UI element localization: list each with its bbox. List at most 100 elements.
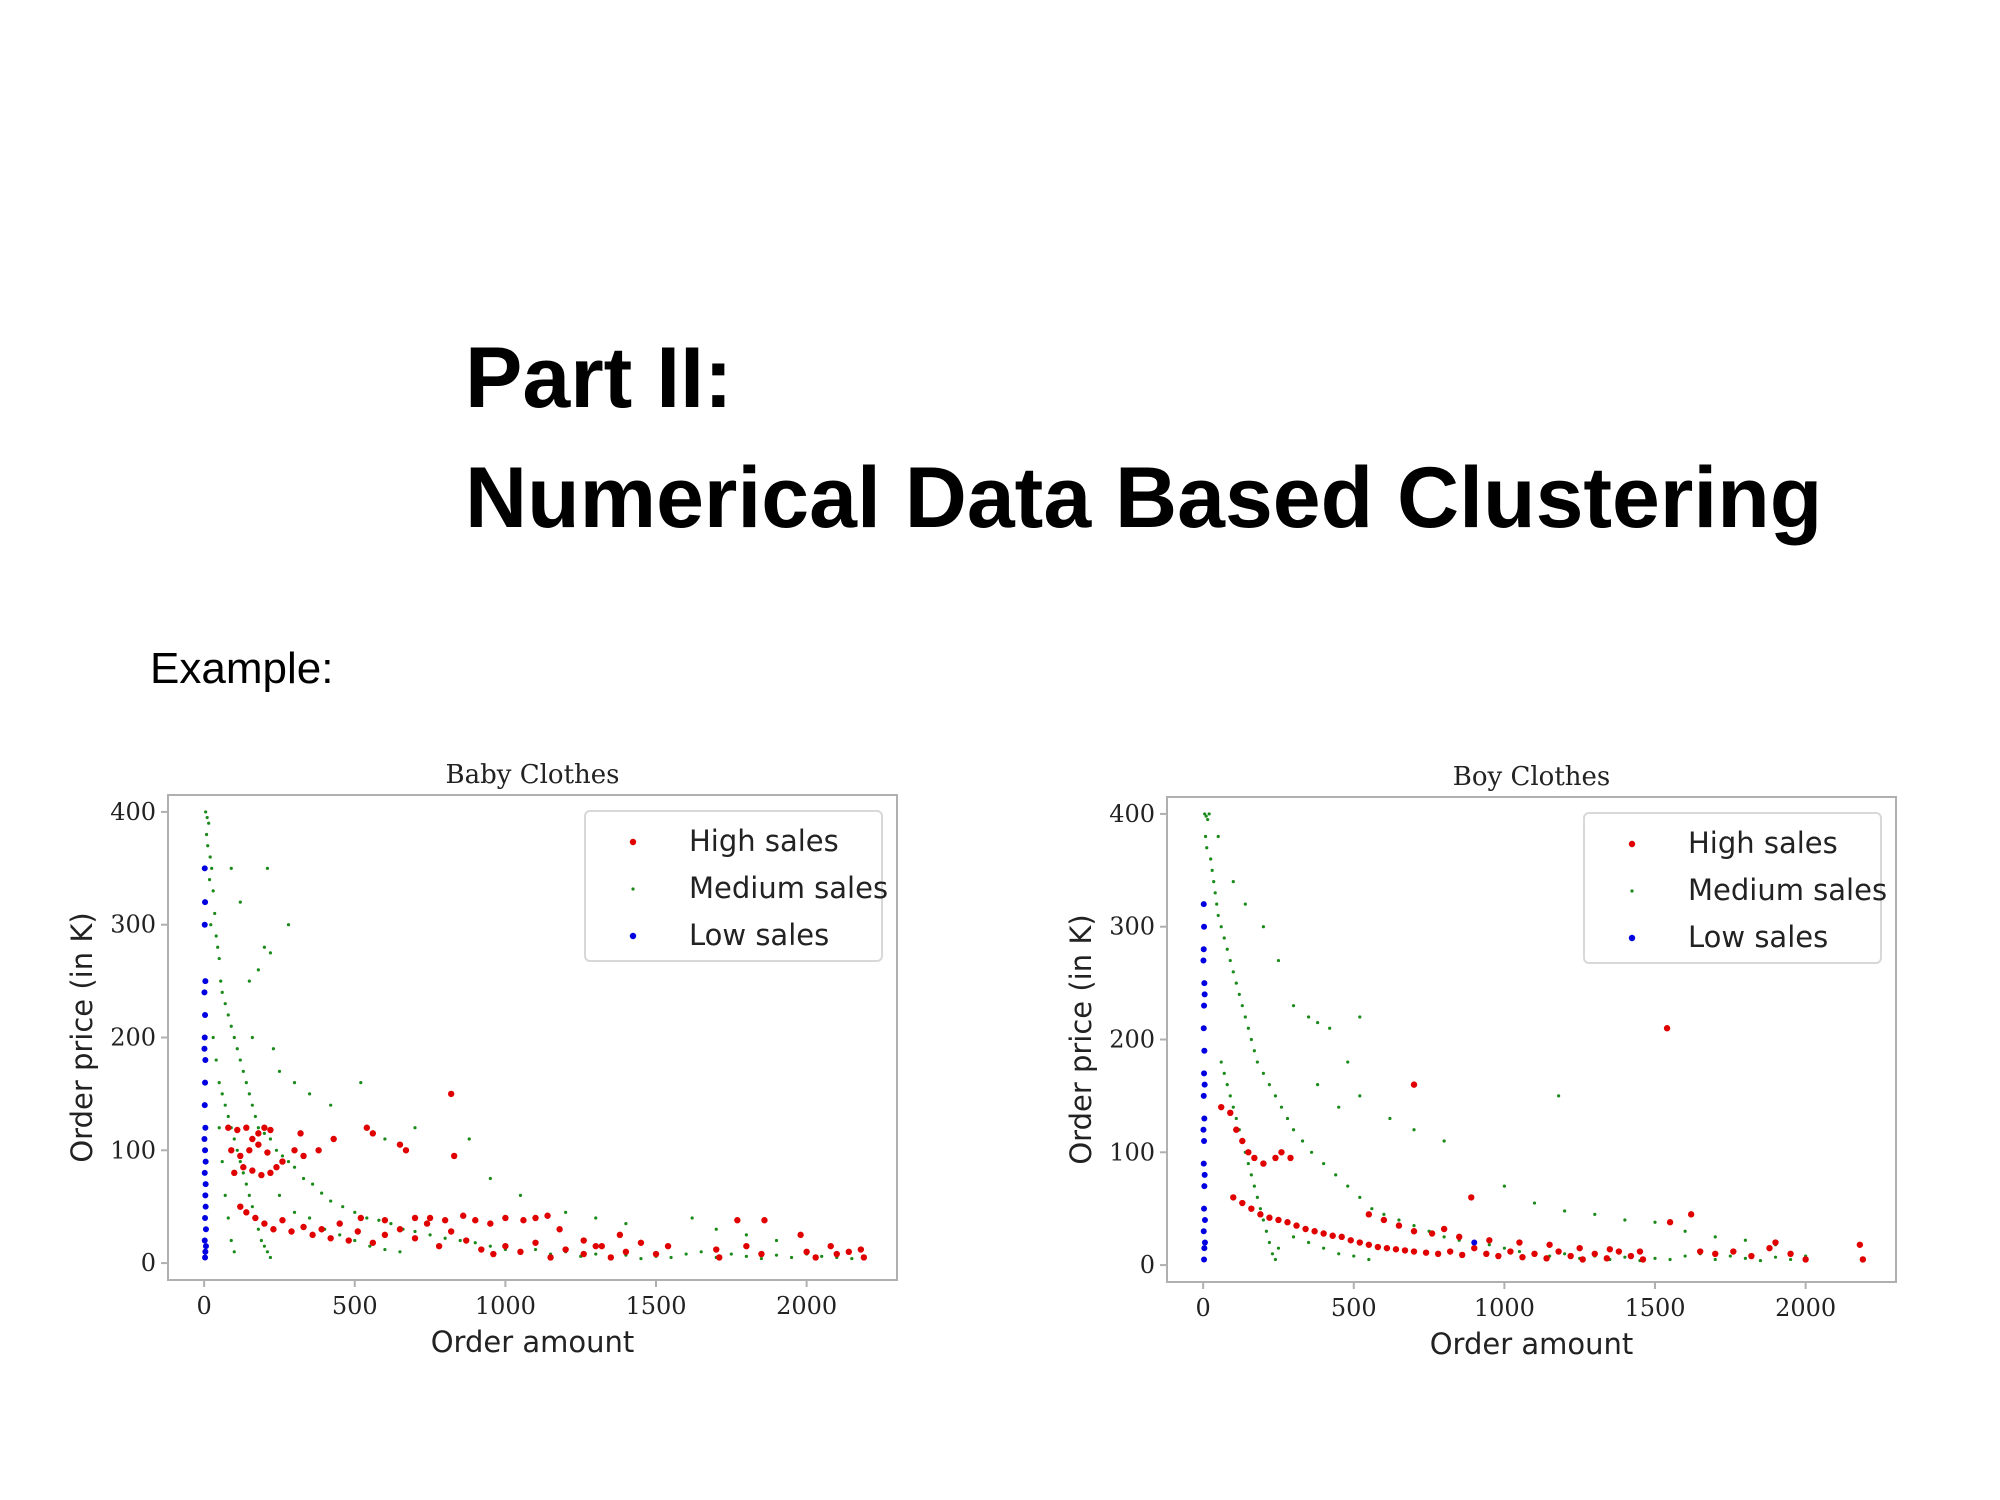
chart-1-point [789,1255,794,1260]
chart-1-ytick-label: 200 [110,1024,156,1052]
chart-1-point [488,1244,492,1248]
chart-1-point [250,1035,254,1040]
chart-1-point [202,1124,209,1131]
chart-1-point [201,1045,208,1052]
chart-1-point [235,1047,239,1051]
chart-2-point [1347,1237,1354,1244]
chart-2-point [1252,1049,1256,1053]
chart-1-point [443,1236,447,1240]
chart-2-point [1410,1081,1418,1088]
chart-1-point [267,1169,274,1177]
chart-1-point [478,1246,485,1253]
chart-2-point [1591,1250,1598,1258]
chart-1-point [262,945,266,949]
chart-1-point [202,1057,209,1064]
chart-1-point [256,1227,260,1231]
chart-1-point [268,951,273,955]
slide-title-line-1: Part II: [465,330,733,426]
chart-2-point [1483,1250,1490,1258]
chart-1-point [249,1135,256,1143]
chart-1-point [217,1126,221,1130]
chart-1-point [207,877,212,882]
chart-2-point [1234,1116,1238,1121]
chart-1-series-low-sales [201,865,209,1261]
chart-2-point [1663,1025,1671,1032]
chart-2-legend-label: Low sales [1688,920,1828,954]
chart-1-point [301,1176,306,1181]
chart-2-point [1207,812,1211,816]
chart-1-point [262,1244,266,1248]
chart-2-point [1410,1228,1418,1235]
chart-1-series-high-sales [225,1090,868,1261]
chart-2-point [1251,1154,1258,1162]
chart-2-point [1255,1195,1259,1200]
chart-1-point [201,1237,208,1244]
chart-1-point [241,1069,245,1073]
chart-2-point [1859,1256,1867,1263]
chart-1-legend-marker [631,887,635,891]
chart-2-point [1507,1248,1514,1255]
chart-2-point [1397,1218,1401,1222]
chart-1-point [207,821,211,825]
chart-1-point [761,1217,768,1224]
chart-2-point [1276,1246,1281,1250]
chart-2-point [1246,1161,1250,1166]
chart-2-point [1279,1105,1284,1109]
chart-1-point [286,1159,291,1164]
chart-1-point [201,1102,208,1109]
chart-1-point [220,1159,224,1164]
chart-1-point [277,1069,282,1073]
chart-2-point [1713,1257,1717,1262]
chart-1-point [396,1226,404,1233]
chart-1-point [237,1152,244,1160]
chart-2-point [1606,1246,1614,1253]
chart-1-point [598,1242,605,1250]
chart-2-point [1346,1060,1350,1064]
chart-2-point [1201,1115,1208,1122]
chart-1-point [202,1158,209,1165]
chart-2-point [1201,1138,1208,1145]
chart-2-point [1291,1235,1296,1239]
chart-1-point [225,1124,232,1131]
chart-2-point [1603,1255,1611,1262]
chart-2-point [1213,891,1217,895]
chart-1-point [329,1103,333,1107]
chart-2-point [1615,1248,1623,1255]
chart-1-point [232,1137,236,1141]
chart-1-point [252,1214,259,1222]
chart-2-point [1201,980,1208,987]
chart-1-ytick-label: 100 [110,1136,156,1164]
chart-2-point [1249,1037,1253,1042]
chart-2-point [1246,1026,1250,1030]
chart-2-point [1546,1241,1553,1248]
chart-2-point [1201,1216,1208,1223]
chart-2-point [1487,1243,1491,1247]
chart-2-point [1383,1244,1391,1252]
chart-1-point [860,1254,868,1261]
chart-2-point [1300,1139,1305,1143]
chart-1-point [743,1242,750,1250]
chart-2-point [1204,814,1208,818]
chart-1-point [744,1233,748,1237]
chart-1-ytick-label: 400 [110,798,156,826]
chart-1-point [774,1253,779,1257]
chart-2-point [1334,1173,1338,1177]
chart-2-point [1563,1252,1567,1256]
chart-1-point [228,1147,235,1154]
chart-1-point [562,1246,569,1253]
chart-1-point [202,899,209,906]
chart-2-point [1228,958,1232,963]
chart-1-xtick-label: 2000 [776,1292,837,1320]
chart-1-point [827,1242,834,1250]
chart-2-ylabel: Order price (in K) [1064,914,1098,1164]
chart-1-point [274,1148,279,1152]
chart-2-point [1370,1207,1374,1211]
chart-1-point [211,889,215,893]
chart-1-point [201,1034,208,1041]
chart-2-point [1856,1241,1864,1248]
chart-2-point [1388,1116,1392,1121]
chart-2-point [1231,970,1235,974]
chart-2-point [1270,1252,1275,1256]
chart-1-point [202,1248,209,1255]
chart-1-point [209,923,213,927]
